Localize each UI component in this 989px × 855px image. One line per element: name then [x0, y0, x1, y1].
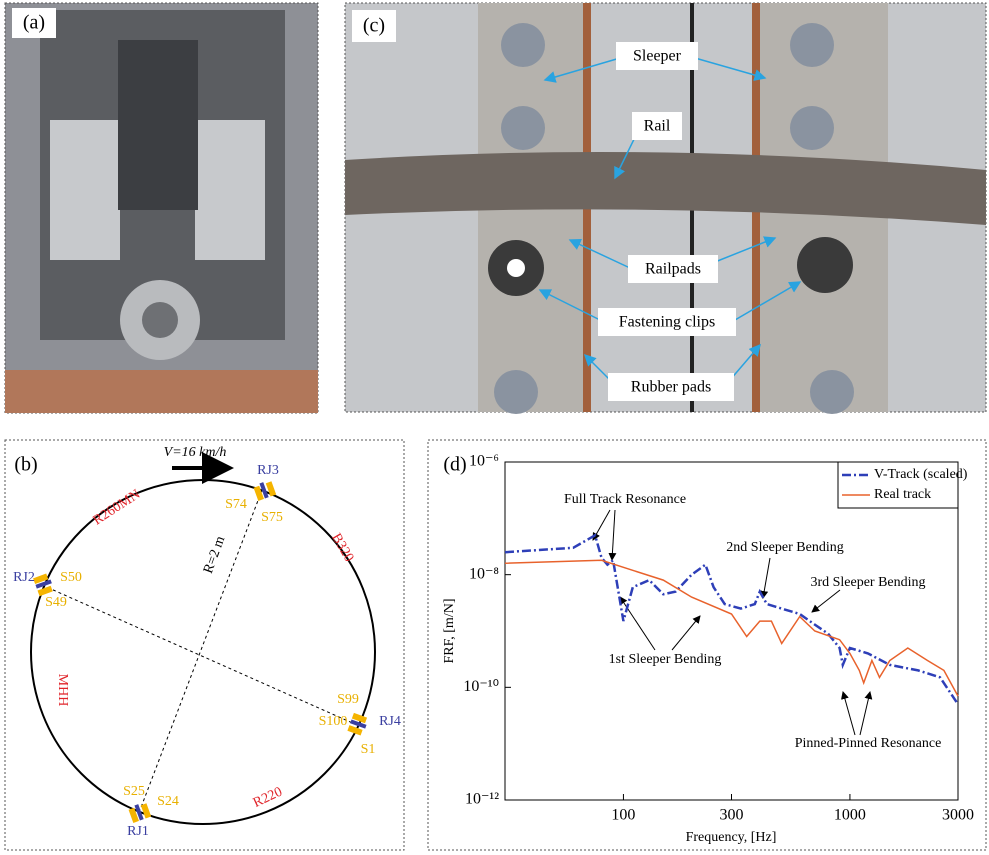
annotation: Pinned-Pinned Resonance [795, 736, 942, 751]
panel-label: (a) [23, 12, 45, 34]
legend-label: V-Track (scaled) [874, 467, 968, 482]
callout: Sleeper [633, 48, 682, 65]
sleeper-label: S75 [261, 510, 283, 525]
sleeper-label: S50 [60, 570, 82, 585]
panel-label: (b) [14, 454, 37, 476]
speed-label: V=16 km/h [164, 445, 227, 460]
photo-a: (a) [5, 3, 318, 413]
callout: Rail [644, 118, 671, 135]
joint-label: RJ1 [127, 824, 149, 839]
sleeper-label: S74 [225, 497, 247, 512]
joint-label: RJ4 [379, 714, 401, 729]
y-tick-label: 10⁻⁸ [469, 565, 499, 582]
x-tick-label: 300 [720, 807, 744, 824]
annotation: 3rd Sleeper Bending [810, 575, 925, 590]
frf-chart: (d) Frequency, [Hz] FRF, [m/N] Full Trac… [428, 440, 986, 850]
sleeper-label: S1 [361, 742, 376, 757]
x-tick-label: 3000 [942, 807, 974, 824]
annotation: 2nd Sleeper Bending [726, 540, 843, 555]
callout: Rubber pads [631, 379, 711, 396]
joint-label: RJ2 [13, 570, 35, 585]
x-axis-label: Frequency, [Hz] [686, 830, 777, 845]
y-tick-label: 10⁻¹² [465, 791, 499, 808]
sleeper-label: S99 [337, 692, 359, 707]
section-label: B320 [328, 531, 356, 565]
x-tick-label: 100 [611, 807, 635, 824]
x-tick-label: 1000 [834, 807, 866, 824]
annotation: Full Track Resonance [564, 492, 686, 507]
callout: Fastening clips [619, 314, 715, 331]
y-tick-label: 10⁻⁶ [469, 453, 499, 470]
panel-label: (d) [443, 454, 466, 476]
legend-label: Real track [874, 487, 931, 502]
annotation: 1st Sleeper Bending [609, 652, 722, 667]
section-label: MHH [55, 674, 70, 707]
joint-label: RJ3 [257, 463, 279, 478]
panel-label: (c) [363, 15, 385, 37]
sleeper-label: S24 [157, 794, 179, 809]
y-axis-label: FRF, [m/N] [442, 598, 457, 663]
callout: Railpads [645, 261, 701, 278]
track-diagram: (b) V=16 km/h R=2 m RJ1 RJ2 RJ3 RJ4 S1 S… [5, 440, 404, 850]
figure: (a) (c) Sleepe [0, 0, 989, 855]
y-tick-label: 10⁻¹⁰ [463, 678, 499, 695]
page: (a) (c) Sleepe [0, 0, 989, 855]
sleeper-label: S100 [319, 714, 348, 729]
section-label: R260MN [91, 487, 144, 528]
radius-label: R=2 m [201, 534, 228, 576]
sleeper-label: S49 [45, 595, 67, 610]
rail-joints [33, 479, 369, 823]
photo-c: (c) Sleeper Rail Railpads Fastening clip… [345, 3, 986, 414]
sleeper-label: S25 [123, 784, 145, 799]
